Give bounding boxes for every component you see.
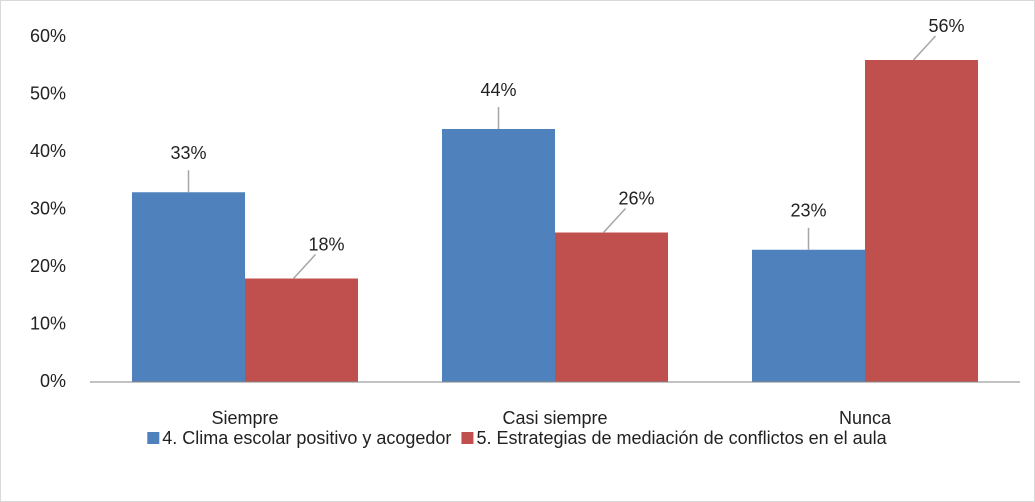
data-label: 18% — [308, 234, 344, 254]
data-label: 33% — [170, 143, 206, 163]
data-label: 56% — [928, 16, 964, 36]
legend-swatch — [461, 432, 474, 444]
leader-line — [292, 253, 317, 280]
legend-swatch — [147, 432, 160, 444]
y-tick-label: 60% — [30, 26, 66, 46]
bar — [752, 249, 865, 382]
bar — [442, 129, 555, 382]
y-tick-label: 10% — [30, 313, 66, 333]
data-label: 23% — [790, 201, 826, 221]
x-tick-label: Casi siempre — [502, 408, 607, 428]
y-tick-label: 0% — [40, 371, 66, 391]
bar — [555, 232, 668, 382]
leader-line — [912, 35, 937, 61]
legend-label: 4. Clima escolar positivo y acogedor — [162, 428, 451, 448]
data-label: 44% — [480, 80, 516, 100]
bar — [245, 278, 358, 382]
leader-line — [602, 207, 627, 234]
x-tick-label: Nunca — [839, 408, 892, 428]
data-label: 26% — [618, 188, 654, 208]
y-tick-label: 30% — [30, 198, 66, 218]
bar — [132, 192, 245, 382]
x-tick-label: Siempre — [211, 408, 278, 428]
bar — [865, 60, 978, 382]
y-tick-label: 20% — [30, 256, 66, 276]
legend-label: 5. Estrategias de mediación de conflicto… — [476, 428, 887, 448]
y-tick-label: 40% — [30, 141, 66, 161]
y-tick-label: 50% — [30, 83, 66, 103]
